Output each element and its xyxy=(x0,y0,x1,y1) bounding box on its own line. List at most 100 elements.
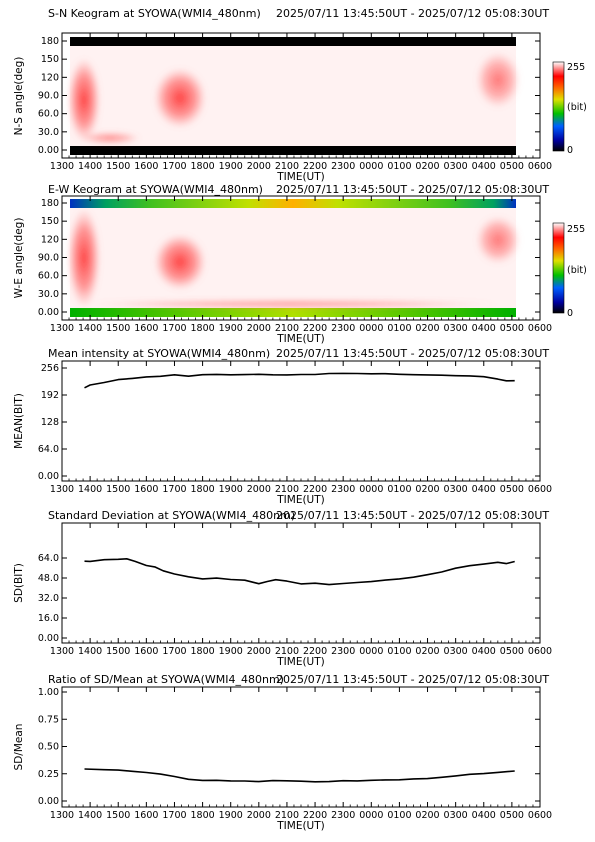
y-tick-label: 90.0 xyxy=(38,253,59,264)
y-tick-label: 192 xyxy=(41,390,59,401)
panel-title: Standard Deviation at SYOWA(WMI4_480nm) xyxy=(48,509,295,522)
y-axis-label: N-S angle(deg) xyxy=(13,57,25,136)
x-tick-label: 2000 xyxy=(247,646,271,657)
x-tick-label: 1700 xyxy=(162,323,186,334)
x-tick-label: 0600 xyxy=(528,323,552,334)
panel-title: S-N Keogram at SYOWA(WMI4_480nm) xyxy=(48,7,261,20)
y-tick-label: 90.0 xyxy=(38,91,59,102)
panel-time-range: 2025/07/11 13:45:50UT - 2025/07/12 05:08… xyxy=(276,183,549,196)
x-tick-label: 1500 xyxy=(106,323,130,334)
y-tick-label: 30.0 xyxy=(38,289,59,300)
x-tick-label: 1300 xyxy=(50,484,74,495)
x-tick-label: 0300 xyxy=(444,323,468,334)
x-tick-label: 1600 xyxy=(134,646,158,657)
x-tick-label: 0500 xyxy=(500,646,524,657)
panel-title: Mean intensity at SYOWA(WMI4_480nm) xyxy=(48,347,270,360)
y-tick-label: 60.0 xyxy=(38,109,59,120)
x-tick-label: 0400 xyxy=(472,323,496,334)
x-tick-label: 2300 xyxy=(331,323,355,334)
y-tick-label: 16.0 xyxy=(38,613,59,624)
x-tick-label: 0400 xyxy=(472,646,496,657)
x-tick-label: 0500 xyxy=(500,484,524,495)
x-tick-label: 0600 xyxy=(528,161,552,172)
colorbar-unit-label: (bit) xyxy=(567,102,587,113)
panel-sn-keogram: S-N Keogram at SYOWA(WMI4_480nm) 2025/07… xyxy=(13,7,549,155)
heatmap-background xyxy=(70,37,516,155)
x-tick-label: 1500 xyxy=(106,810,130,821)
x-axis-label: TIME(UT) xyxy=(276,820,325,832)
x-tick-label: 0300 xyxy=(444,646,468,657)
x-tick-label: 0300 xyxy=(444,161,468,172)
x-tick-label: 2200 xyxy=(303,323,327,334)
x-tick-label: 2100 xyxy=(275,810,299,821)
y-tick-label: 128 xyxy=(41,417,59,428)
x-tick-label: 1700 xyxy=(162,646,186,657)
x-tick-label: 1700 xyxy=(162,810,186,821)
y-axis-label: SD/Mean xyxy=(13,724,25,771)
x-tick-label: 1600 xyxy=(134,484,158,495)
aurora-region xyxy=(154,234,206,290)
colorbar-sn: 255 (bit) 0 xyxy=(552,61,587,156)
x-tick-label: 0500 xyxy=(500,810,524,821)
x-tick-label: 1800 xyxy=(190,484,214,495)
x-tick-label: 2300 xyxy=(331,646,355,657)
y-tick-label: 30.0 xyxy=(38,127,59,138)
x-tick-label: 2300 xyxy=(331,161,355,172)
x-tick-label: 1900 xyxy=(219,810,243,821)
colorbar-unit-label: (bit) xyxy=(567,265,587,276)
aurora-region xyxy=(476,216,520,264)
colorbar-ew: 255 (bit) 0 xyxy=(552,222,587,319)
heatmap-background xyxy=(70,199,516,317)
panel-mean-intensity: Mean intensity at SYOWA(WMI4_480nm) 2025… xyxy=(13,347,549,449)
panel-title: E-W Keogram at SYOWA(WMI4_480nm) xyxy=(48,183,263,196)
x-tick-label: 2100 xyxy=(275,646,299,657)
x-tick-label: 0000 xyxy=(359,646,383,657)
y-tick-label: 120 xyxy=(41,72,59,83)
y-tick-label: 0.25 xyxy=(38,769,59,780)
x-axis-label: TIME(UT) xyxy=(276,171,325,183)
panel-sd-mean-ratio: Ratio of SD/Mean at SYOWA(WMI4_480nm) 20… xyxy=(13,673,549,770)
y-tick-label: 0.00 xyxy=(38,633,59,644)
x-tick-label: 0100 xyxy=(387,646,411,657)
panel-time-range: 2025/07/11 13:45:50UT - 2025/07/12 05:08… xyxy=(276,509,549,522)
x-axis-label: TIME(UT) xyxy=(276,494,325,506)
aurora-region xyxy=(68,58,100,142)
x-tick-label: 0000 xyxy=(359,810,383,821)
y-tick-label: 1.00 xyxy=(38,687,59,698)
x-tick-label: 1900 xyxy=(219,484,243,495)
aurora-region xyxy=(476,52,520,108)
x-tick-label: 0200 xyxy=(415,810,439,821)
x-tick-label: 1900 xyxy=(219,323,243,334)
heatmap-ew xyxy=(68,199,520,317)
plot-frame xyxy=(61,686,541,808)
x-tick-label: 1400 xyxy=(78,810,102,821)
heatmap-saturation-band-bottom xyxy=(70,146,516,155)
y-tick-label: 256 xyxy=(41,363,59,374)
x-tick-label: 2000 xyxy=(247,810,271,821)
y-tick-label: 0.50 xyxy=(38,742,59,753)
x-tick-label: 0200 xyxy=(415,161,439,172)
colorbar-max-label: 255 xyxy=(567,62,585,73)
y-tick-label: 32.0 xyxy=(38,593,59,604)
aurora-region xyxy=(80,300,500,308)
x-tick-label: 2000 xyxy=(247,161,271,172)
panel-standard-deviation: Standard Deviation at SYOWA(WMI4_480nm) … xyxy=(13,509,549,603)
heatmap-sn xyxy=(68,37,520,155)
x-tick-label: 1400 xyxy=(78,323,102,334)
x-tick-label: 0600 xyxy=(528,646,552,657)
x-tick-label: 0000 xyxy=(359,323,383,334)
x-tick-label: 1500 xyxy=(106,646,130,657)
x-tick-label: 0600 xyxy=(528,810,552,821)
x-tick-label: 1500 xyxy=(106,161,130,172)
heatmap-edge-band-top xyxy=(70,199,516,208)
y-axis-label: MEAN(BIT) xyxy=(13,393,25,449)
x-tick-label: 0100 xyxy=(387,323,411,334)
x-tick-label: 1300 xyxy=(50,646,74,657)
y-tick-label: 0.00 xyxy=(38,471,59,482)
x-tick-label: 0200 xyxy=(415,323,439,334)
x-tick-label: 1600 xyxy=(134,161,158,172)
x-tick-label: 1400 xyxy=(78,646,102,657)
x-tick-label: 0100 xyxy=(387,484,411,495)
x-tick-label: 0000 xyxy=(359,161,383,172)
heatmap-saturation-band-top xyxy=(70,37,516,46)
